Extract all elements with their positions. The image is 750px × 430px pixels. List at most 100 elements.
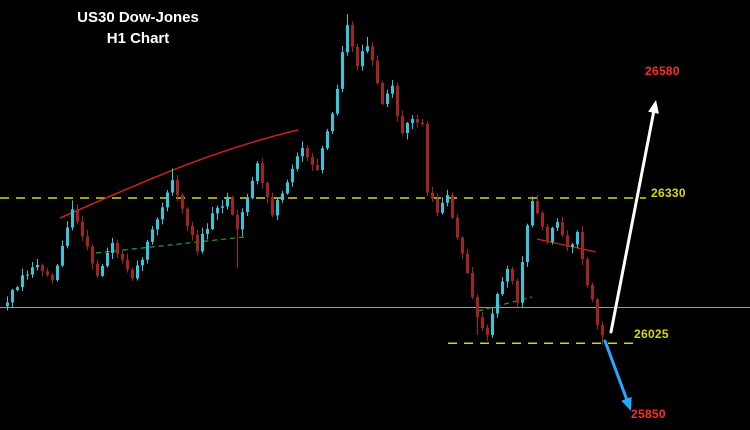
candle — [46, 271, 49, 275]
candle — [126, 259, 129, 270]
candle — [476, 297, 479, 318]
candle — [461, 237, 464, 254]
candle — [81, 221, 84, 237]
candle — [576, 231, 579, 245]
target-down-price-label: 25850 — [631, 407, 666, 421]
candle — [536, 201, 539, 213]
candle — [381, 83, 384, 104]
candle — [221, 206, 224, 208]
candle — [541, 212, 544, 227]
candle — [271, 196, 274, 216]
candle — [201, 233, 204, 252]
candle — [471, 272, 474, 298]
candle — [486, 328, 489, 336]
candle — [551, 227, 554, 242]
candle — [356, 46, 359, 67]
candle — [501, 281, 504, 295]
candle — [431, 192, 434, 199]
candle — [436, 198, 439, 213]
curved-red-trendline — [59, 129, 299, 219]
candle — [456, 217, 459, 238]
candle — [31, 267, 34, 275]
candle — [421, 122, 424, 124]
candle — [296, 156, 299, 169]
candle — [21, 275, 24, 288]
candle — [596, 299, 599, 326]
candle — [146, 241, 149, 260]
candle — [371, 46, 374, 61]
candle — [571, 244, 574, 248]
candle — [491, 313, 494, 336]
down-scenario-arrow — [603, 339, 630, 406]
candle — [386, 93, 389, 104]
candle — [216, 207, 219, 214]
candle — [26, 274, 29, 276]
candle — [251, 180, 254, 198]
candle — [521, 261, 524, 303]
candle — [401, 116, 404, 133]
candle — [556, 222, 559, 228]
candle — [196, 234, 199, 252]
candle — [306, 147, 309, 158]
candle — [111, 242, 114, 253]
candle — [156, 219, 159, 230]
candle — [566, 235, 569, 248]
candle — [316, 164, 319, 170]
candle — [586, 259, 589, 286]
candle — [561, 222, 564, 236]
candle — [286, 182, 289, 194]
candle — [206, 229, 209, 234]
candle — [426, 123, 429, 193]
green-dashed-trendline-left — [95, 236, 245, 254]
candle — [481, 317, 484, 329]
candle — [36, 264, 39, 268]
candle — [591, 285, 594, 300]
candle — [326, 131, 329, 149]
candle — [16, 287, 19, 290]
candle — [346, 25, 349, 53]
chart-title-timeframe: H1 Chart — [106, 30, 170, 47]
candle — [116, 242, 119, 254]
candle — [106, 252, 109, 266]
candle — [211, 213, 214, 230]
candle — [161, 207, 164, 220]
candle — [236, 214, 239, 230]
candle — [361, 51, 364, 67]
candle — [76, 209, 79, 222]
candle — [466, 253, 469, 273]
up-scenario-arrow-head — [648, 100, 659, 114]
candle — [101, 265, 104, 276]
candle — [71, 209, 74, 228]
candle — [366, 46, 369, 52]
candle — [321, 148, 324, 170]
candle — [56, 265, 59, 281]
candle — [411, 119, 414, 123]
candle — [581, 231, 584, 260]
candle — [391, 85, 394, 94]
candle — [246, 197, 249, 213]
candle — [341, 52, 344, 89]
candle — [451, 195, 454, 218]
candle — [516, 280, 519, 303]
candle — [301, 147, 304, 157]
candle — [291, 168, 294, 183]
candle — [526, 225, 529, 262]
candle — [396, 85, 399, 117]
candle — [546, 226, 549, 242]
candle — [191, 225, 194, 235]
candle — [266, 182, 269, 197]
candle — [141, 259, 144, 266]
candle — [506, 269, 509, 282]
candle — [151, 229, 154, 242]
candle — [181, 195, 184, 209]
support-price-label: 26025 — [634, 327, 669, 341]
candle — [261, 163, 264, 183]
candle — [336, 88, 339, 114]
candle — [281, 193, 284, 201]
candle — [241, 212, 244, 230]
candle — [176, 180, 179, 196]
candle — [446, 195, 449, 203]
candle — [376, 60, 379, 84]
